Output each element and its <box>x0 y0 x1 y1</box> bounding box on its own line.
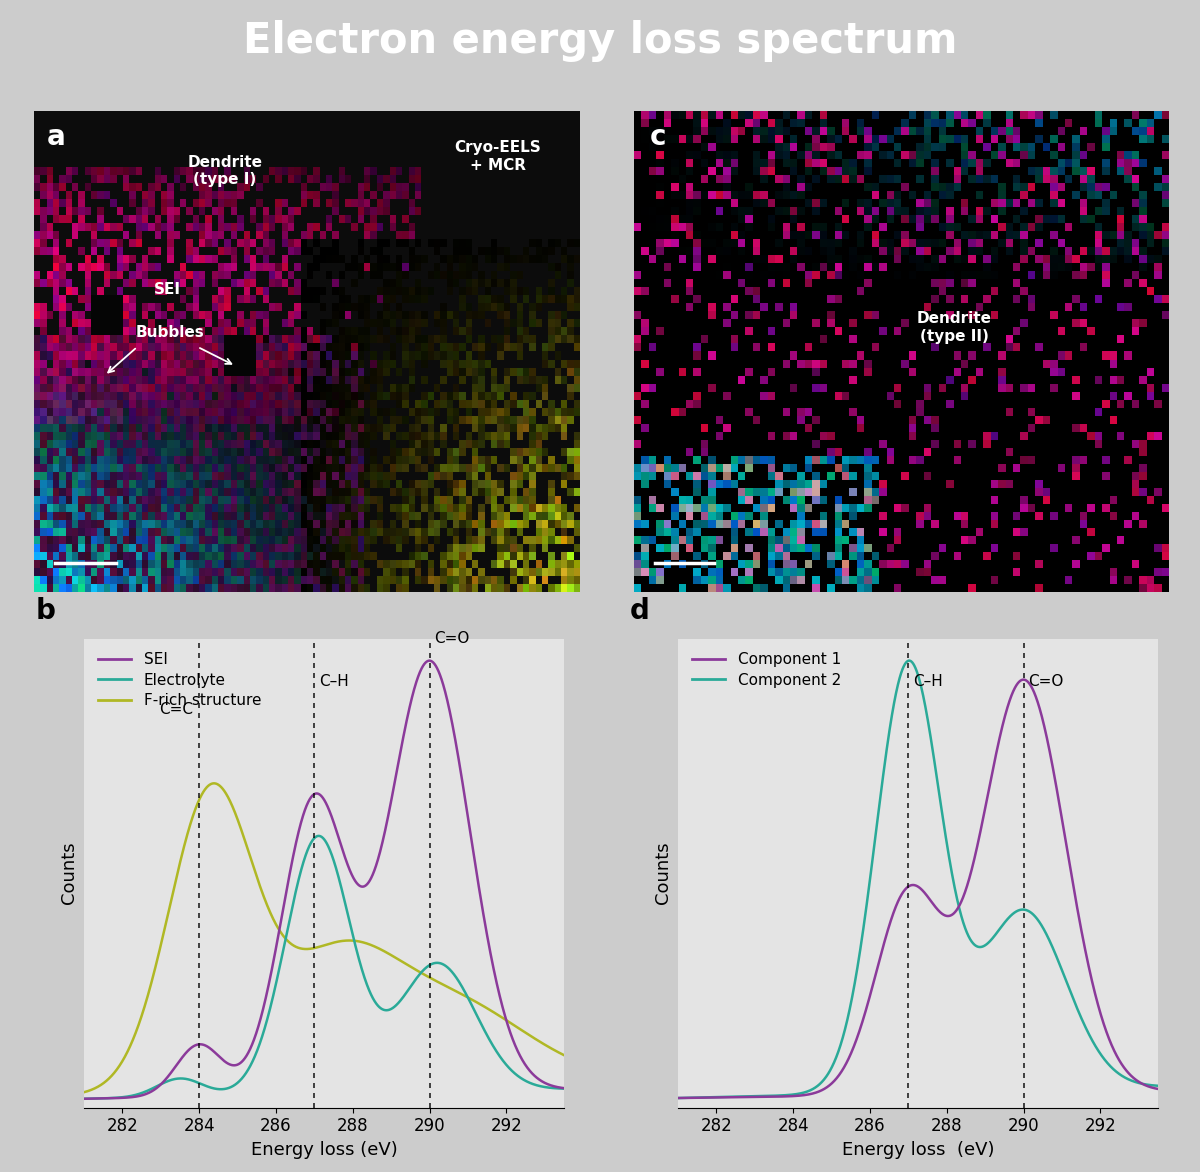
Text: Dendrite
(type II): Dendrite (type II) <box>917 312 991 343</box>
Text: SEI: SEI <box>154 282 181 297</box>
Text: c: c <box>649 123 666 151</box>
Text: C=O: C=O <box>1028 674 1063 689</box>
Text: C=O: C=O <box>434 632 469 647</box>
Text: b: b <box>36 597 56 625</box>
Text: Electron energy loss spectrum: Electron energy loss spectrum <box>242 20 958 62</box>
X-axis label: Energy loss  (eV): Energy loss (eV) <box>841 1140 995 1159</box>
Y-axis label: Counts: Counts <box>654 841 672 905</box>
Legend: Component 1, Component 2: Component 1, Component 2 <box>685 647 847 694</box>
Text: Bubbles: Bubbles <box>136 325 204 340</box>
Text: Dendrite
(type I): Dendrite (type I) <box>187 155 262 188</box>
Legend: SEI, Electrolyte, F-rich structure: SEI, Electrolyte, F-rich structure <box>91 647 268 714</box>
Y-axis label: Counts: Counts <box>60 841 78 905</box>
X-axis label: Energy loss (eV): Energy loss (eV) <box>251 1140 397 1159</box>
Text: C=C: C=C <box>160 702 193 717</box>
Text: C–H: C–H <box>913 674 943 689</box>
Text: d: d <box>630 597 650 625</box>
Text: C–H: C–H <box>319 674 349 689</box>
Text: Cryo-EELS
+ MCR: Cryo-EELS + MCR <box>455 141 541 172</box>
Text: a: a <box>47 123 66 151</box>
